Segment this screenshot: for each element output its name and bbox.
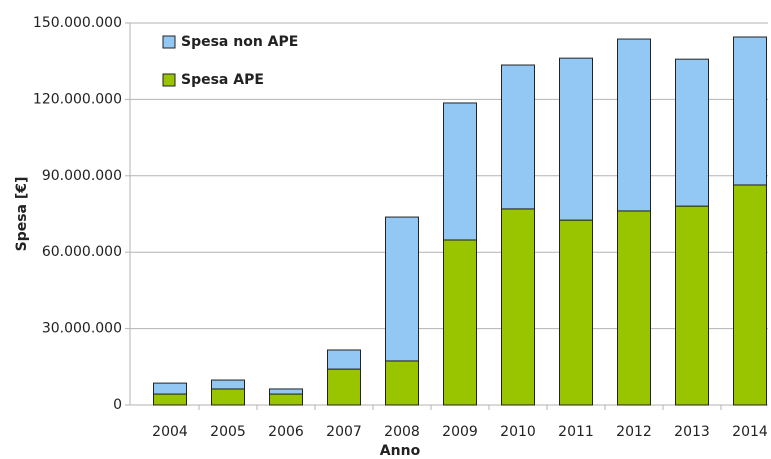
x-tick-label: 2006 (268, 424, 304, 440)
bar-segment (675, 58, 709, 207)
bar-segment (153, 382, 187, 395)
bar-segment (559, 57, 593, 221)
legend-label: Spesa non APE (181, 34, 298, 50)
x-axis-title: Anno (380, 443, 421, 459)
legend-swatch (162, 35, 176, 49)
x-tick-label: 2008 (384, 424, 420, 440)
bar-segment (211, 379, 245, 390)
y-tick-label: 60.000.000 (42, 244, 122, 260)
bar-segment (327, 368, 361, 406)
bar-segment (675, 205, 709, 406)
legend-label: Spesa APE (181, 72, 264, 88)
x-tick-label: 2011 (558, 424, 594, 440)
bar-segment (269, 393, 303, 406)
bar-segment (443, 102, 477, 241)
bar-segment (443, 239, 477, 406)
bar-segment (617, 38, 651, 212)
y-tick-label: 120.000.000 (33, 91, 122, 107)
y-tick-label: 90.000.000 (42, 168, 122, 184)
bar-segment (733, 36, 767, 186)
bar-segment (153, 393, 187, 406)
x-tick-label: 2010 (500, 424, 536, 440)
bar-segment (385, 360, 419, 406)
bar-segment (501, 208, 535, 406)
y-tick-label: 150.000.000 (33, 15, 122, 31)
x-tick-label: 2005 (210, 424, 246, 440)
bar-segment (501, 64, 535, 210)
x-tick-label: 2007 (326, 424, 362, 440)
x-tick-label: 2014 (732, 424, 768, 440)
y-axis-title: Spesa [€] (14, 177, 30, 252)
x-tick-label: 2012 (616, 424, 652, 440)
bar-segment (385, 216, 419, 362)
y-tick-label: 30.000.000 (42, 321, 122, 337)
bar-segment (327, 349, 361, 370)
x-tick-label: 2009 (442, 424, 478, 440)
bar-segment (211, 388, 245, 406)
x-tick-label: 2013 (674, 424, 710, 440)
bar-segment (559, 219, 593, 406)
bar-segment (617, 210, 651, 406)
bar-segment (269, 388, 303, 395)
y-tick-label: 0 (113, 397, 122, 413)
bar-segment (733, 184, 767, 406)
x-tick-label: 2004 (152, 424, 188, 440)
legend-swatch (162, 73, 176, 87)
